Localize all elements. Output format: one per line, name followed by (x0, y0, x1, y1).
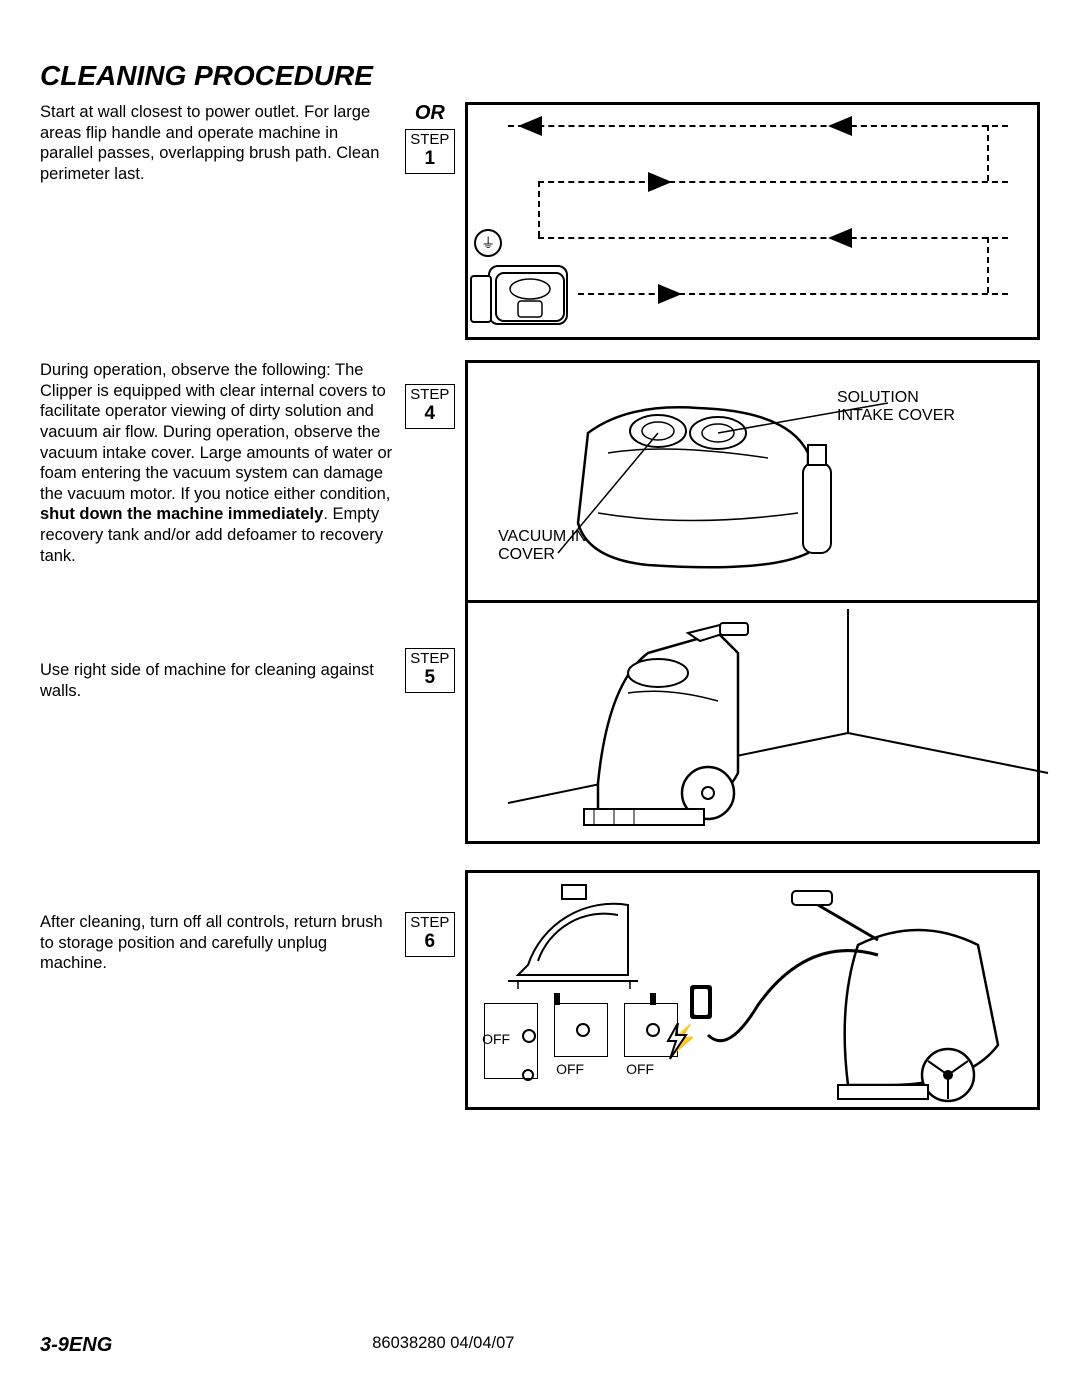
wall-svg (468, 603, 1058, 847)
machine-top-icon (488, 265, 568, 325)
arrow-icon (518, 116, 542, 136)
step-1-num: 1 (406, 149, 454, 170)
path-line (538, 237, 1008, 239)
knob-icon (522, 1029, 536, 1043)
step-4-row: During operation, observe the following:… (40, 360, 1040, 600)
step-4-text: During operation, observe the following:… (40, 360, 401, 566)
arrow-icon (648, 172, 672, 192)
machine-body-svg (468, 363, 1058, 603)
arrow-icon (658, 284, 682, 304)
bolt-svg (662, 1021, 692, 1061)
step-6-row: After cleaning, turn off all controls, r… (40, 870, 1040, 1110)
step-6-num: 6 (406, 932, 454, 953)
step-word: STEP (406, 387, 454, 404)
path-line (538, 181, 540, 237)
path-line (508, 125, 1008, 127)
step-4-num: 4 (406, 404, 454, 425)
step-6-text: After cleaning, turn off all controls, r… (40, 870, 401, 974)
off-label-1: OFF (482, 1031, 510, 1047)
arrow-icon (828, 228, 852, 248)
path-line (987, 125, 989, 181)
step-1-row: Start at wall closest to power outlet. F… (40, 102, 1040, 340)
step-1-label-col: OR STEP 1 (401, 102, 459, 174)
step-4-text-b: shut down the machine immediately (40, 505, 323, 523)
manual-page: CLEANING PROCEDURE Start at wall closest… (0, 0, 1080, 1397)
figure-6: OFF OFF OFF ⚡ (465, 870, 1040, 1110)
path-line (987, 237, 989, 293)
step-5-text: Use right side of machine for cleaning a… (40, 600, 401, 701)
step-4-text-a: During operation, observe the following:… (40, 361, 392, 503)
off-label-2: OFF (556, 1061, 584, 1077)
figure-1: ⏚ (465, 102, 1040, 340)
page-title: CLEANING PROCEDURE (40, 60, 1040, 92)
step-5-row: Use right side of machine for cleaning a… (40, 600, 1040, 844)
step-5-num: 5 (406, 668, 454, 689)
toggle-icon (554, 993, 560, 1005)
path-line (578, 293, 1008, 295)
knob-icon (522, 1069, 534, 1081)
step-1-box: STEP 1 (405, 129, 455, 174)
step-word: STEP (406, 132, 454, 149)
path-line (538, 181, 1008, 183)
or-label: OR (415, 102, 445, 125)
step-6-label-col: STEP 6 (401, 870, 459, 957)
page-footer: 3-9ENG 86038280 04/04/07 (40, 1334, 1040, 1357)
step-1-text: Start at wall closest to power outlet. F… (40, 102, 401, 185)
step-6-box: STEP 6 (405, 912, 455, 957)
arrow-icon (828, 116, 852, 136)
step-4-box: STEP 4 (405, 384, 455, 429)
figure-4: SOLUTION INTAKE COVER VACUUM INTAKE COVE… (465, 360, 1040, 600)
doc-number: 86038280 04/04/07 (372, 1334, 514, 1357)
knob-icon (576, 1023, 590, 1037)
off-label-3: OFF (626, 1061, 654, 1077)
knob-icon (646, 1023, 660, 1037)
step-4-label-col: STEP 4 (401, 360, 459, 429)
step-word: STEP (406, 915, 454, 932)
toggle-icon (650, 993, 656, 1005)
step-5-label-col: STEP 5 (401, 600, 459, 693)
machine-top-svg (490, 267, 570, 327)
outlet-icon: ⏚ (474, 229, 502, 257)
figure-5 (465, 600, 1040, 844)
step-5-box: STEP 5 (405, 648, 455, 693)
page-number: 3-9ENG (40, 1334, 112, 1357)
step-word: STEP (406, 651, 454, 668)
